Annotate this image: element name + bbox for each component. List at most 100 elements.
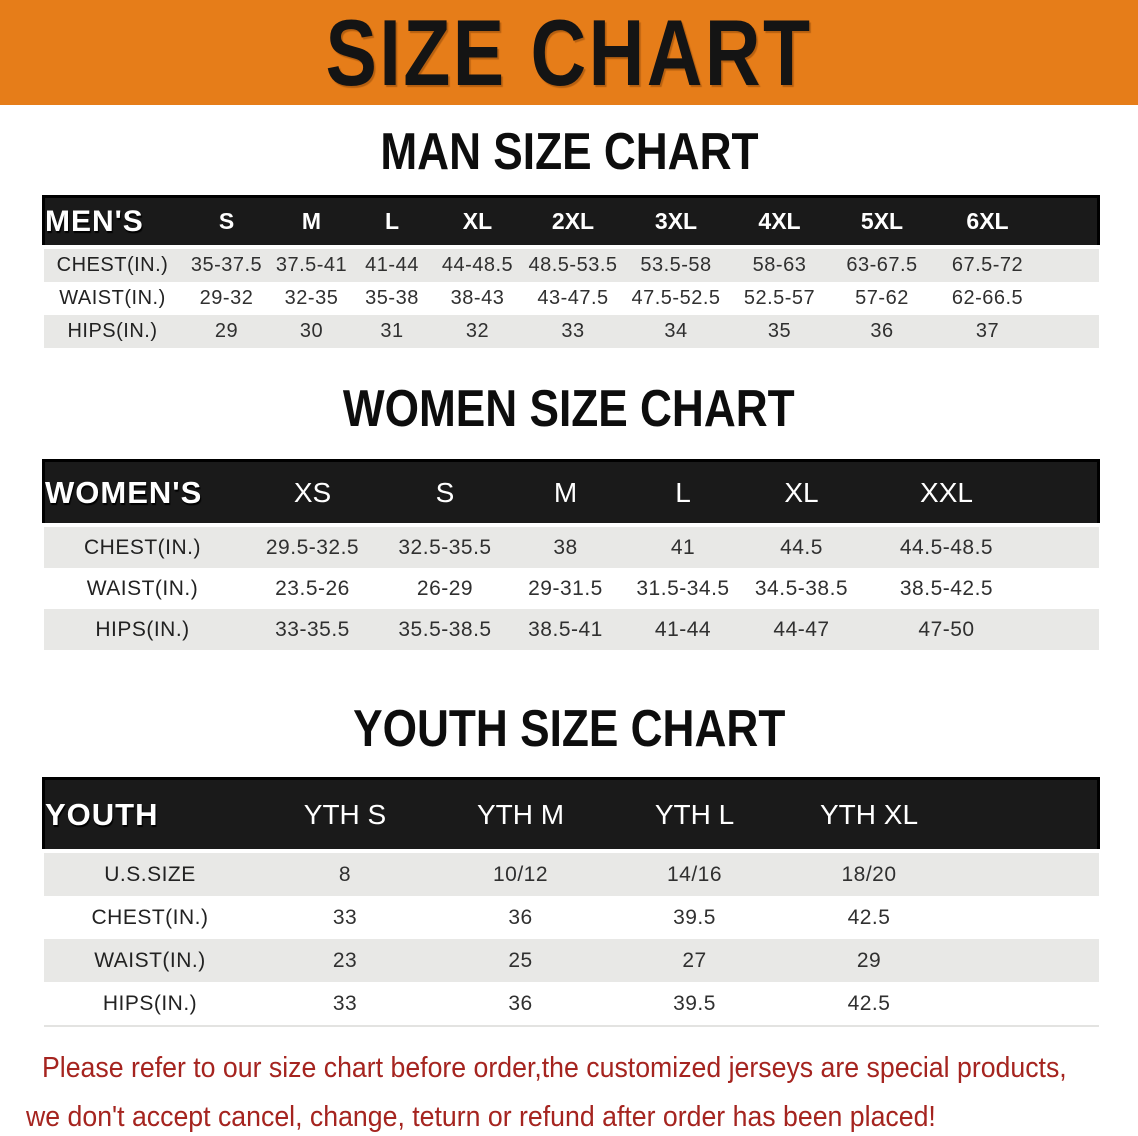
measurement-value: 33	[256, 896, 434, 939]
measurement-value: 38.5-41	[506, 609, 625, 650]
measurement-value: 32	[432, 315, 523, 348]
size-column-header: M	[506, 459, 625, 527]
measurement-value: 33	[522, 315, 624, 348]
size-column-header: XXL	[861, 459, 1032, 527]
filler-cell	[1031, 523, 1099, 568]
measurement-row: WAIST(IN.) 23 25 27 29	[43, 939, 1099, 982]
measurement-value: 53.5-58	[623, 245, 729, 282]
measurement-value: 29	[181, 315, 272, 348]
measurement-value: 29.5-32.5	[241, 523, 384, 568]
measurement-row: WAIST(IN.) 23.5-26 26-29 29-31.5 31.5-34.5 34…	[43, 568, 1099, 609]
size-chart-banner: SIZE CHART	[0, 0, 1138, 105]
filler-cell	[956, 849, 1099, 896]
size-column-header: M	[271, 195, 352, 249]
size-header-row: WOMEN'S XS S M L XL XXL	[42, 459, 1100, 527]
size-column-header: YTH S	[256, 777, 434, 853]
size-column-header: XL	[741, 459, 862, 527]
disclaimer-line-1: Please refer to our size chart before or…	[42, 1052, 1067, 1084]
size-header-row: YOUTH YTH S YTH M YTH L YTH XL	[42, 777, 1100, 853]
measurement-value: 31	[351, 315, 433, 348]
size-chart-sections: MAN SIZE CHART MEN'S S M L XL 2XL 3XL 4XL 5XL 6XL C…	[0, 123, 1138, 1027]
measurement-value: 38.5-42.5	[861, 568, 1032, 609]
size-column-header: 3XL	[623, 195, 729, 249]
measurement-label: HIPS(IN.)	[43, 609, 242, 650]
filler-cell	[1031, 568, 1099, 609]
measurement-value: 42.5	[781, 896, 957, 939]
measurement-value: 37.5-41	[271, 245, 352, 282]
measurement-value: 38	[506, 523, 625, 568]
measurement-value: 44-48.5	[432, 245, 523, 282]
measurement-value: 31.5-34.5	[624, 568, 742, 609]
measurement-value: 29-31.5	[506, 568, 625, 609]
measurement-value: 32-35	[271, 282, 352, 315]
measurement-value: 67.5-72	[933, 245, 1042, 282]
size-table-women: WOMEN'S XS S M L XL XXL CHEST(IN.) 29.5-32.5 32.5…	[42, 459, 1100, 650]
measurement-row: WAIST(IN.) 29-32 32-35 35-38 38-43 43-47.5 47.…	[43, 282, 1099, 315]
measurement-value: 34.5-38.5	[741, 568, 862, 609]
size-column-header: XS	[241, 459, 384, 527]
measurement-value: 42.5	[781, 982, 957, 1027]
size-column-header: S	[383, 459, 507, 527]
filler-cell	[1031, 459, 1100, 527]
measurement-row: CHEST(IN.) 35-37.5 37.5-41 41-44 44-48.5 48.5…	[43, 245, 1099, 282]
measurement-value: 25	[433, 939, 608, 982]
size-column-header: YTH XL	[781, 777, 957, 853]
measurement-row: U.S.SIZE 8 10/12 14/16 18/20	[43, 849, 1099, 896]
measurement-value: 58-63	[728, 245, 831, 282]
measurement-value: 36	[433, 982, 608, 1027]
measurement-row: CHEST(IN.) 33 36 39.5 42.5	[43, 896, 1099, 939]
measurement-label: CHEST(IN.)	[43, 896, 257, 939]
table-group-label: YOUTH	[42, 777, 257, 853]
filler-cell	[956, 777, 1100, 853]
size-table-youth: YOUTH YTH S YTH M YTH L YTH XL U.S.SIZE 8 10/12…	[42, 777, 1100, 1027]
measurement-value: 30	[271, 315, 352, 348]
filler-cell	[1041, 195, 1100, 249]
filler-cell	[956, 982, 1099, 1027]
section-heading-youth: YOUTH SIZE CHART	[0, 703, 1138, 755]
size-table-men: MEN'S S M L XL 2XL 3XL 4XL 5XL 6XL CHEST(IN.) 35-37…	[42, 195, 1100, 348]
filler-cell	[1041, 245, 1099, 282]
size-column-header: 6XL	[933, 195, 1042, 249]
measurement-value: 47-50	[861, 609, 1032, 650]
filler-cell	[956, 939, 1099, 982]
table-group-label: WOMEN'S	[42, 459, 242, 527]
measurement-value: 36	[433, 896, 608, 939]
table-group-label: MEN'S	[42, 195, 182, 249]
measurement-value: 39.5	[607, 896, 782, 939]
size-column-header: 4XL	[728, 195, 831, 249]
measurement-value: 41	[624, 523, 742, 568]
measurement-value: 44.5	[741, 523, 862, 568]
measurement-value: 63-67.5	[830, 245, 934, 282]
measurement-value: 37	[933, 315, 1042, 348]
measurement-value: 29-32	[181, 282, 272, 315]
measurement-value: 18/20	[781, 849, 957, 896]
section-heading-text: WOMEN SIZE CHART	[343, 380, 795, 438]
measurement-label: WAIST(IN.)	[43, 568, 242, 609]
measurement-value: 52.5-57	[728, 282, 831, 315]
measurement-value: 33-35.5	[241, 609, 384, 650]
filler-cell	[1041, 315, 1099, 348]
measurement-value: 23	[256, 939, 434, 982]
measurement-value: 14/16	[607, 849, 782, 896]
measurement-value: 43-47.5	[522, 282, 624, 315]
measurement-value: 26-29	[383, 568, 507, 609]
measurement-value: 10/12	[433, 849, 608, 896]
measurement-value: 62-66.5	[933, 282, 1042, 315]
measurement-label: WAIST(IN.)	[43, 939, 257, 982]
measurement-value: 41-44	[624, 609, 742, 650]
filler-cell	[1031, 609, 1099, 650]
measurement-label: HIPS(IN.)	[43, 315, 182, 348]
measurement-value: 39.5	[607, 982, 782, 1027]
measurement-row: HIPS(IN.) 33 36 39.5 42.5	[43, 982, 1099, 1027]
measurement-value: 44-47	[741, 609, 862, 650]
measurement-label: CHEST(IN.)	[43, 523, 242, 568]
measurement-label: HIPS(IN.)	[43, 982, 257, 1027]
size-column-header: YTH L	[607, 777, 782, 853]
banner-title: SIZE CHART	[325, 0, 813, 105]
section-heading-text: MAN SIZE CHART	[379, 123, 759, 181]
measurement-value: 48.5-53.5	[522, 245, 624, 282]
disclaimer: Please refer to our size chart before or…	[0, 1049, 1138, 1136]
disclaimer-line-2: we don't accept cancel, change, teturn o…	[26, 1101, 936, 1133]
measurement-label: U.S.SIZE	[43, 849, 257, 896]
size-column-header: 5XL	[830, 195, 934, 249]
